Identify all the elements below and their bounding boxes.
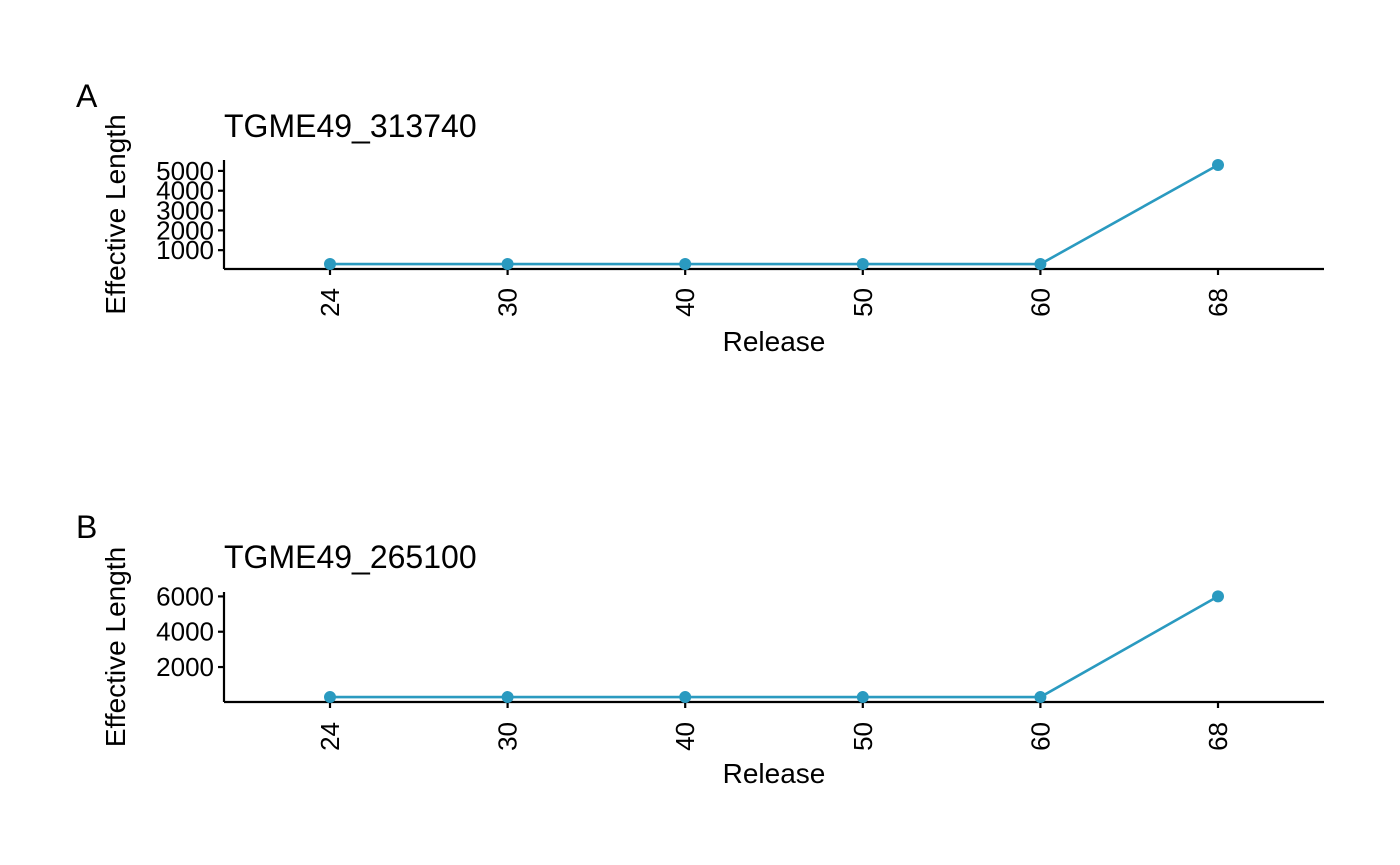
- y-tick-label: 2000: [156, 215, 214, 245]
- x-tick-label: 50: [848, 722, 878, 751]
- x-axis-title: Release: [723, 758, 826, 789]
- x-tick-label: 60: [1025, 288, 1055, 317]
- data-point: [324, 691, 336, 704]
- y-tick-label: 6000: [156, 581, 214, 611]
- x-tick-label: 68: [1203, 288, 1233, 317]
- x-tick-label: 68: [1203, 722, 1233, 751]
- chart-panel-b: B TGME49_265100 2000 4000 6000 24 30 40 50 60 68 Re…: [76, 509, 1324, 789]
- x-tick-label: 40: [670, 722, 700, 751]
- x-tick-label: 24: [315, 288, 345, 317]
- data-point: [324, 258, 336, 271]
- y-tick-label: 2000: [156, 652, 214, 682]
- data-point: [856, 258, 869, 271]
- x-tick-label: 30: [493, 722, 523, 751]
- data-point: [501, 258, 514, 271]
- x-axis-title: Release: [723, 326, 826, 357]
- data-point: [501, 691, 514, 704]
- x-tick-label: 40: [670, 288, 700, 317]
- chart-title: TGME49_265100: [224, 539, 477, 575]
- data-point: [679, 258, 692, 271]
- panel-letter: B: [76, 509, 97, 545]
- x-tick-label: 50: [848, 288, 878, 317]
- data-point: [679, 691, 692, 704]
- panel-letter: A: [76, 78, 98, 114]
- y-tick-label: 4000: [156, 176, 214, 206]
- y-axis-title: Effective Length: [100, 114, 131, 314]
- series-line: [330, 163, 1219, 266]
- data-point: [856, 691, 869, 704]
- data-point: [1212, 158, 1224, 171]
- data-point: [1034, 691, 1047, 704]
- y-tick-label: 4000: [156, 617, 214, 647]
- x-tick-label: 24: [315, 722, 345, 751]
- y-axis-title: Effective Length: [100, 547, 131, 747]
- x-tick-label: 60: [1025, 722, 1055, 751]
- y-tick-label: 3000: [156, 196, 214, 226]
- series-line: [330, 595, 1219, 699]
- chart-title: TGME49_313740: [224, 108, 477, 144]
- data-point: [1212, 590, 1224, 603]
- y-tick-label: 1000: [156, 235, 214, 265]
- data-point: [1034, 258, 1047, 271]
- y-tick-label: 5000: [156, 156, 214, 186]
- x-tick-label: 30: [493, 288, 523, 317]
